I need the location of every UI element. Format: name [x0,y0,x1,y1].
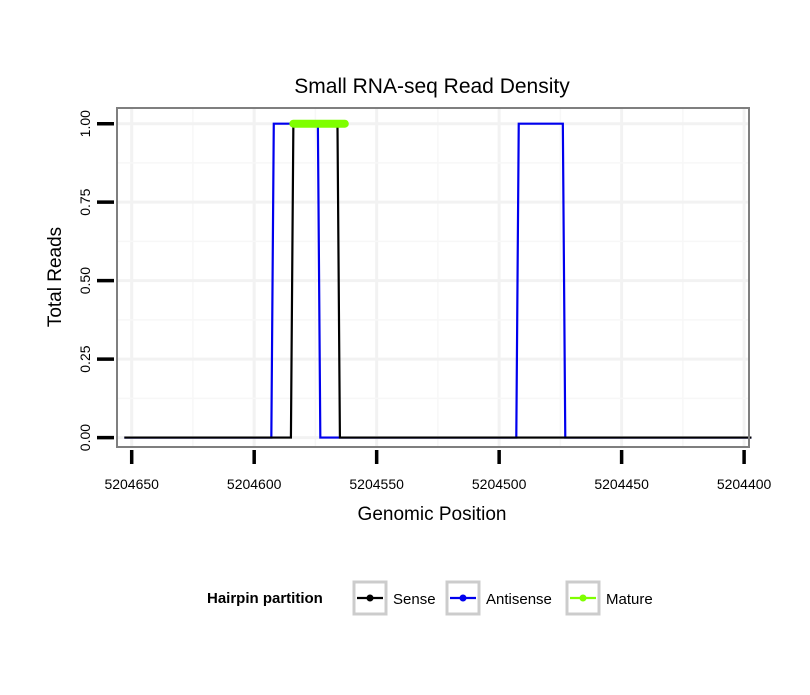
y-tick-label: 0.50 [77,267,93,294]
series-layer [124,119,752,439]
legend-label: Sense [393,591,436,608]
legend-label: Antisense [486,591,552,608]
x-tick-label: 5204600 [227,476,282,492]
x-tick-label: 5204450 [594,476,649,492]
legend-item-sense: Sense [352,580,436,616]
axis-layer: 5204650 5204600 5204550 5204500 5204450 52044… [77,110,772,492]
legend-key-marker [579,594,587,602]
y-tick-label: 0.00 [77,424,93,451]
legend-item-mature: Mature [565,580,653,616]
y-tick-label: 0.25 [77,345,93,372]
legend-title: Hairpin partition [207,590,323,607]
legend-entries: Sense Antisense Mature [352,580,653,616]
plot-panel [117,108,749,447]
y-axis-label: Total Reads [45,227,66,327]
legend-key-marker [366,594,374,602]
x-tick-label: 5204650 [104,476,159,492]
legend-label: Mature [606,591,653,608]
x-tick-label: 5204550 [349,476,404,492]
legend-item-antisense: Antisense [445,580,552,616]
y-tick-label: 1.00 [77,110,93,137]
plot-panel-border [116,107,750,448]
x-tick-label: 5204400 [717,476,772,492]
legend-key-marker [459,594,467,602]
x-axis-label: Genomic Position [358,504,507,525]
chart-title: Small RNA-seq Read Density [294,75,570,98]
y-tick-label: 0.75 [77,188,93,215]
legend: Hairpin partition Sense Antisense Mature [207,580,653,616]
x-tick-label: 5204500 [472,476,527,492]
